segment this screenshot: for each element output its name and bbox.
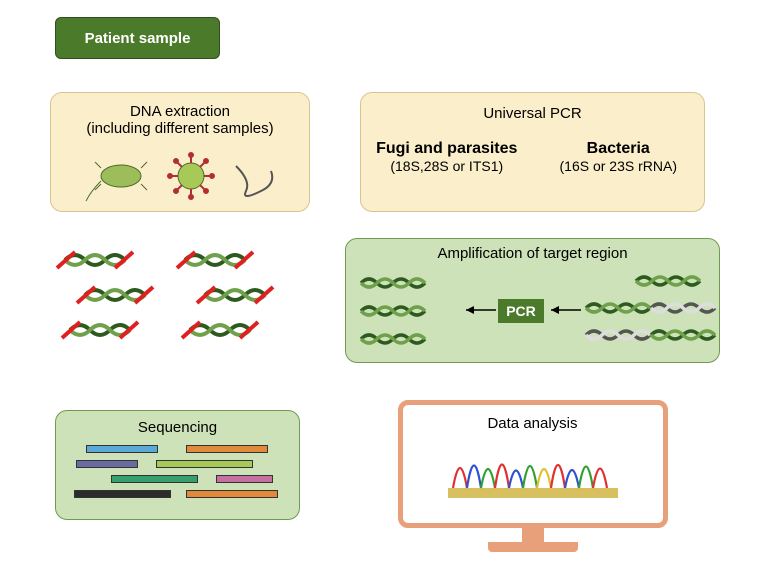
sequencing-read-bar xyxy=(76,460,138,468)
pcr-col2-title: Bacteria xyxy=(533,140,705,158)
pcr-badge-text: PCR xyxy=(506,303,536,319)
data-analysis-monitor: Data analysis xyxy=(395,400,670,555)
pcr-col2-sub: (16S or 23S rRNA) xyxy=(533,158,705,174)
patient-sample-box: Patient sample xyxy=(55,18,220,58)
dna-extraction-title2: (including different samples) xyxy=(51,120,309,137)
sequencing-read-bar xyxy=(86,445,158,453)
sequencing-box: Sequencing xyxy=(55,410,300,520)
sequencing-read-bar xyxy=(156,460,253,468)
dna-extraction-box: DNA extraction (including different samp… xyxy=(50,92,310,212)
sequencing-title: Sequencing xyxy=(56,419,299,436)
sequencing-read-bar xyxy=(111,475,198,483)
sequencing-read-bar xyxy=(216,475,273,483)
sequencing-bars xyxy=(56,440,299,510)
amplification-box: Amplification of target region PCR xyxy=(345,238,720,363)
data-analysis-title: Data analysis xyxy=(403,415,663,432)
pcr-col1-title: Fugi and parasites xyxy=(361,140,533,158)
amplification-svg: PCR xyxy=(346,265,721,360)
chromatogram-icon xyxy=(448,438,618,498)
sequencing-read-bar xyxy=(186,490,278,498)
amplification-title: Amplification of target region xyxy=(346,245,719,262)
microbe-icons xyxy=(51,146,311,206)
sequencing-read-bar xyxy=(186,445,268,453)
universal-pcr-box: Universal PCR Fugi and parasites (18S,28… xyxy=(360,92,705,212)
fragmented-dna-svg xyxy=(55,245,305,355)
patient-sample-label: Patient sample xyxy=(85,30,191,47)
pcr-col1-sub: (18S,28S or ITS1) xyxy=(361,158,533,174)
universal-pcr-title: Universal PCR xyxy=(361,105,704,122)
fragmented-dna-cluster xyxy=(55,245,305,355)
sequencing-read-bar xyxy=(74,490,171,498)
dna-extraction-title1: DNA extraction xyxy=(51,103,309,120)
